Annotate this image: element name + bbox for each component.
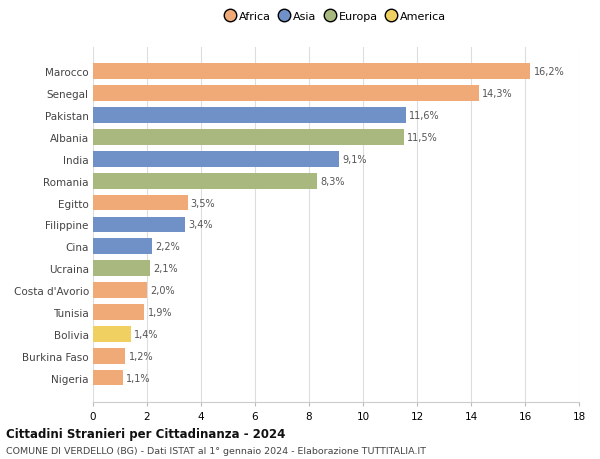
- Bar: [93, 130, 404, 146]
- Bar: [93, 239, 152, 255]
- Legend: Africa, Asia, Europa, America: Africa, Asia, Europa, America: [223, 8, 449, 25]
- Text: 1,4%: 1,4%: [134, 329, 158, 339]
- Text: Cittadini Stranieri per Cittadinanza - 2024: Cittadini Stranieri per Cittadinanza - 2…: [6, 427, 286, 440]
- Text: 11,5%: 11,5%: [407, 133, 437, 143]
- Text: 2,2%: 2,2%: [155, 242, 181, 252]
- Text: 14,3%: 14,3%: [482, 89, 513, 99]
- Bar: [93, 64, 530, 80]
- Text: 3,4%: 3,4%: [188, 220, 212, 230]
- Text: 8,3%: 8,3%: [320, 176, 345, 186]
- Bar: [93, 261, 150, 276]
- Text: 1,1%: 1,1%: [126, 373, 151, 383]
- Bar: [93, 370, 123, 386]
- Text: 9,1%: 9,1%: [342, 154, 367, 164]
- Text: 2,0%: 2,0%: [150, 285, 175, 296]
- Bar: [93, 86, 479, 102]
- Bar: [93, 304, 145, 320]
- Text: 3,5%: 3,5%: [191, 198, 215, 208]
- Bar: [93, 151, 338, 167]
- Bar: [93, 348, 125, 364]
- Bar: [93, 217, 185, 233]
- Text: 1,9%: 1,9%: [148, 307, 172, 317]
- Bar: [93, 326, 131, 342]
- Text: COMUNE DI VERDELLO (BG) - Dati ISTAT al 1° gennaio 2024 - Elaborazione TUTTITALI: COMUNE DI VERDELLO (BG) - Dati ISTAT al …: [6, 447, 426, 455]
- Bar: [93, 195, 187, 211]
- Bar: [93, 283, 147, 298]
- Text: 2,1%: 2,1%: [153, 263, 178, 274]
- Text: 1,2%: 1,2%: [128, 351, 153, 361]
- Bar: [93, 108, 406, 123]
- Bar: [93, 174, 317, 189]
- Text: 11,6%: 11,6%: [409, 111, 440, 121]
- Text: 16,2%: 16,2%: [533, 67, 565, 77]
